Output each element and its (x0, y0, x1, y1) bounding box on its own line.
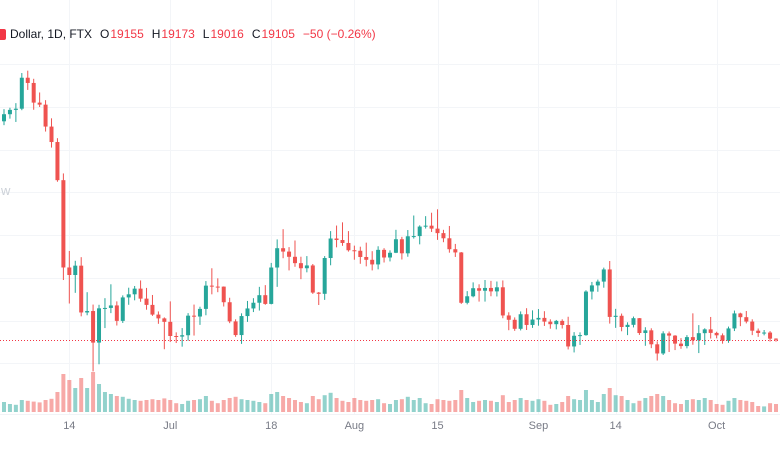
x-axis-label: 15 (431, 420, 444, 432)
symbol-title[interactable]: Dollar, 1D, FTX (10, 27, 93, 41)
x-axis-label: Sep (528, 420, 549, 432)
candlestick-chart-canvas[interactable] (0, 0, 780, 436)
x-axis-label: Jul (163, 420, 178, 432)
chart-legend[interactable]: Dollar, 1D, FTX O 19155 H 19173 L 19016 C 19… (10, 27, 376, 41)
symbol-logo-fragment (0, 29, 6, 40)
ohlc-low: L 19016 (202, 27, 244, 41)
x-axis-label: Aug (344, 420, 365, 432)
axis-separator (0, 414, 780, 415)
watermark-fragment: w (1, 183, 11, 198)
ohlc-open: O 19155 (100, 27, 144, 41)
x-axis-label: 14 (63, 420, 76, 432)
ohlc-close: C 19105 (251, 27, 295, 41)
ohlc-high: H 19173 (151, 27, 195, 41)
x-axis-label: Oct (708, 420, 726, 432)
x-axis[interactable]: 14 Jul 18 Aug 15 Sep 14 Oct (0, 417, 780, 435)
change-text: −50 (−0.26%) (302, 27, 376, 41)
x-axis-label: 14 (609, 420, 622, 432)
x-axis-label: 18 (265, 420, 278, 432)
